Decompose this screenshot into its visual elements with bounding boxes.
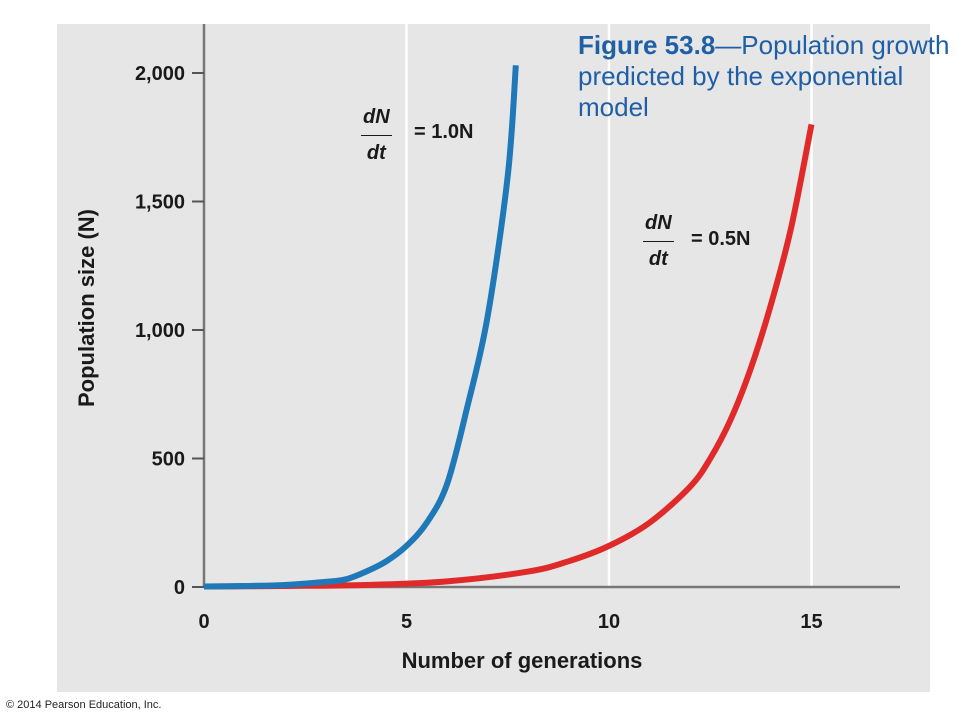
fast-series-label-numerator: dN [361, 106, 392, 136]
series-layer [203, 65, 815, 590]
series-line-1-0n [203, 65, 519, 590]
y-axis-title: Population size (N) [74, 209, 99, 407]
slow-series-label-fraction: dN dt [643, 212, 674, 271]
y-tick-label-1000: 1,000 [135, 320, 185, 342]
copyright-notice: © 2014 Pearson Education, Inc. [6, 699, 162, 711]
figure-caption-text: —Population growth predicted by the expo… [578, 30, 950, 122]
series-line-0-5n [203, 123, 815, 590]
slow-series-label-rhs: = 0.5N [691, 228, 751, 250]
x-axis-title: Number of generations [402, 648, 643, 673]
x-tick-label-15: 15 [800, 611, 822, 633]
fast-series-label-denominator: dt [366, 142, 386, 164]
grid-layer [405, 24, 813, 587]
fast-series-label-fraction: dN dt [361, 106, 392, 165]
x-tick-label-0: 0 [198, 611, 209, 633]
y-tick-label-2000: 2,000 [135, 63, 185, 85]
y-tick-label-0: 0 [174, 577, 185, 599]
slow-series-label-numerator: dN [643, 212, 674, 242]
figure-caption: Figure 53.8—Population growth predicted … [578, 30, 950, 123]
x-tick-label-10: 10 [598, 611, 620, 633]
plot-background [57, 24, 930, 692]
figure-label: Figure 53.8 [578, 30, 716, 60]
y-tick-label-1500: 1,500 [135, 192, 185, 214]
x-tick-label-5: 5 [401, 611, 412, 633]
tick-label-layer: 0 500 1,000 1,500 2,000 0 5 10 15 [135, 63, 823, 633]
slow-series-label-denominator: dt [648, 248, 668, 270]
y-tick-label-500: 500 [152, 449, 185, 471]
fast-series-label-rhs: = 1.0N [414, 121, 474, 143]
